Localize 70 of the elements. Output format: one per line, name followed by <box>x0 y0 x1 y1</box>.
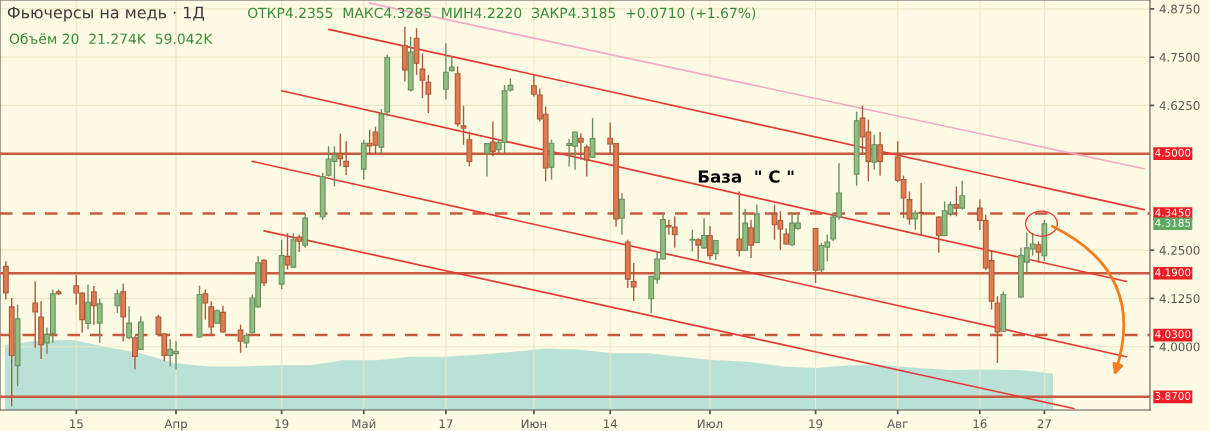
candlestick <box>208 300 215 336</box>
candlestick <box>126 305 132 341</box>
candlestick <box>96 298 103 344</box>
x-tick-label: 16 <box>973 419 987 429</box>
y-tick-label: 4.7500 <box>1159 52 1200 62</box>
candlestick <box>548 139 555 181</box>
annotation: ОТКР4.2355 МАКС4.3285 МИН4.2220 ЗАКР4.3185 +0.0710 (+1.67%) <box>248 7 756 20</box>
y-tick-label: 4.8750 <box>1159 4 1200 14</box>
candlestick <box>953 185 960 217</box>
x-tick-label: 17 <box>439 419 453 428</box>
y-tick-label: 4.2500 <box>1159 245 1200 255</box>
candlestick <box>32 280 39 349</box>
candlestick <box>132 335 138 371</box>
candlestick <box>589 117 596 159</box>
candlestick <box>707 225 713 261</box>
annotation: База " С " <box>698 170 794 183</box>
candlestick <box>343 140 350 176</box>
candlestick <box>466 130 473 168</box>
y-tick-label: 4.1250 <box>1159 294 1200 304</box>
candlestick <box>489 120 496 158</box>
ref-line-label: 4.0300 <box>1155 330 1191 339</box>
candlestick <box>114 288 121 314</box>
text: 4.3185 <box>1155 218 1191 227</box>
candlestick <box>460 105 467 146</box>
candlestick <box>337 132 344 168</box>
candlestick <box>695 237 702 261</box>
candlestick <box>877 131 884 177</box>
ref-line-label: 4.1900 <box>1155 268 1191 277</box>
candlestick <box>202 288 209 321</box>
x-tick-label: 15 <box>70 419 83 429</box>
y-tick-label: 4.0000 <box>1159 342 1200 352</box>
candlestick <box>583 144 590 178</box>
candlestick <box>918 182 925 237</box>
x-tick-label: 14 <box>603 419 618 428</box>
x-tick-label: 27 <box>1037 419 1051 428</box>
candlestick <box>577 132 584 161</box>
candlestick <box>748 218 754 259</box>
x-tick-label: Май <box>352 419 376 429</box>
candlestick <box>959 179 966 211</box>
candlestick <box>220 305 226 334</box>
y-tick-label: 4.6250 <box>1159 101 1200 111</box>
candlestick <box>630 262 637 302</box>
ref-line-label: 4.5000 <box>1155 148 1191 157</box>
chart-title: Фьючерсы на медь · 1Д <box>7 6 205 22</box>
candlestick <box>736 190 743 258</box>
candlestick <box>85 283 91 331</box>
candlestick <box>1035 240 1042 264</box>
x-tick-label: Июл <box>697 419 723 429</box>
x-tick-label: Авг <box>887 419 908 428</box>
candlestick <box>419 52 426 99</box>
x-tick-label: Июн <box>521 419 547 429</box>
ref-line-label: 3.8700 <box>1155 392 1191 400</box>
candlestick <box>90 285 97 326</box>
candlestick <box>619 192 625 236</box>
candlestick <box>689 229 696 253</box>
candlestick <box>237 323 244 354</box>
candlestick <box>912 209 919 231</box>
x-tick-label: 19 <box>275 419 289 429</box>
candlestick <box>701 217 707 250</box>
x-tick-label: Апр <box>164 419 188 431</box>
annotation: Объём 20 21.274K 59.042K <box>9 33 213 45</box>
candlestick <box>425 74 432 114</box>
candlestick <box>871 134 878 171</box>
ref-line-label: 4.3450 <box>1155 208 1191 217</box>
x-tick-label: 19 <box>809 419 823 429</box>
candlestick <box>261 258 267 287</box>
candlestick <box>935 215 942 254</box>
candlestick <box>44 327 50 355</box>
candlestick <box>443 42 449 101</box>
candlestick <box>484 142 490 178</box>
